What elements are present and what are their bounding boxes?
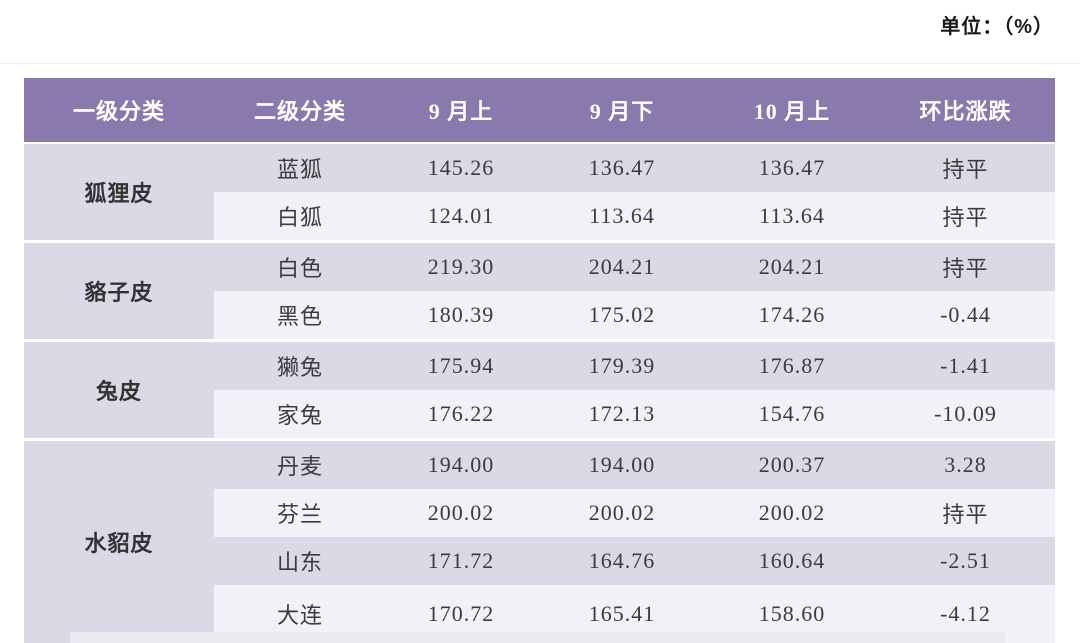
category-cell: 兔皮 bbox=[24, 339, 214, 438]
table-body: 狐狸皮 蓝狐 145.26 136.47 136.47 持平 白狐 124.01 113.64 1… bbox=[24, 144, 1055, 643]
subcategory-cell: 蓝狐 bbox=[214, 144, 386, 192]
value-cell: 113.64 bbox=[708, 192, 876, 240]
category-cell: 水貂皮 bbox=[24, 438, 214, 643]
value-cell: 194.00 bbox=[536, 438, 708, 489]
table-row: 黑色 180.39 175.02 174.26 -0.44 bbox=[24, 291, 1055, 339]
value-cell: 176.22 bbox=[386, 390, 536, 438]
subcategory-cell: 白色 bbox=[214, 240, 386, 291]
header-cell: 9 月上 bbox=[386, 78, 536, 144]
change-cell: -1.41 bbox=[876, 339, 1055, 390]
subcategory-cell: 丹麦 bbox=[214, 438, 386, 489]
value-cell: 145.26 bbox=[386, 144, 536, 192]
category-cell: 狐狸皮 bbox=[24, 144, 214, 240]
subcategory-cell: 山东 bbox=[214, 537, 386, 585]
value-cell: 175.02 bbox=[536, 291, 708, 339]
table-row: 兔皮 獭兔 175.94 179.39 176.87 -1.41 bbox=[24, 339, 1055, 438]
value-cell: 160.64 bbox=[708, 537, 876, 585]
change-cell: -2.51 bbox=[876, 537, 1055, 585]
value-cell: 124.01 bbox=[386, 192, 536, 240]
value-cell: 136.47 bbox=[708, 144, 876, 192]
table-row: 水貂皮 丹麦 194.00 194.00 200.37 3.28 bbox=[24, 438, 1055, 643]
subcategory-cell: 獭兔 bbox=[214, 339, 386, 390]
table-row: 山东 171.72 164.76 160.64 -2.51 bbox=[24, 537, 1055, 585]
change-cell: 持平 bbox=[876, 144, 1055, 192]
table-row: 芬兰 200.02 200.02 200.02 持平 bbox=[24, 489, 1055, 537]
value-cell: 219.30 bbox=[386, 240, 536, 291]
change-cell: 3.28 bbox=[876, 438, 1055, 489]
value-cell: 175.94 bbox=[386, 339, 536, 390]
subcategory-cell: 白狐 bbox=[214, 192, 386, 240]
header-cell: 9 月下 bbox=[536, 78, 708, 144]
subcategory-cell: 芬兰 bbox=[214, 489, 386, 537]
value-cell: 194.00 bbox=[386, 438, 536, 489]
value-cell: 154.76 bbox=[708, 390, 876, 438]
value-cell: 174.26 bbox=[708, 291, 876, 339]
value-cell: 200.02 bbox=[536, 489, 708, 537]
change-cell: -10.09 bbox=[876, 390, 1055, 438]
value-cell: 200.37 bbox=[708, 438, 876, 489]
value-cell: 164.76 bbox=[536, 537, 708, 585]
change-cell: 持平 bbox=[876, 192, 1055, 240]
header-cell: 一级分类 bbox=[24, 78, 214, 144]
value-cell: 171.72 bbox=[386, 537, 536, 585]
price-table: 一级分类 二级分类 9 月上 9 月下 10 月上 环比涨跌 狐狸皮 蓝狐 145.26 136… bbox=[24, 78, 1055, 643]
table-header: 一级分类 二级分类 9 月上 9 月下 10 月上 环比涨跌 bbox=[24, 78, 1055, 144]
value-cell: 179.39 bbox=[536, 339, 708, 390]
value-cell: 172.13 bbox=[536, 390, 708, 438]
header-cell: 二级分类 bbox=[214, 78, 386, 144]
table-row: 貉子皮 白色 219.30 204.21 204.21 持平 bbox=[24, 240, 1055, 339]
value-cell: 204.21 bbox=[536, 240, 708, 291]
table-row: 家兔 176.22 172.13 154.76 -10.09 bbox=[24, 390, 1055, 438]
header-row: 一级分类 二级分类 9 月上 9 月下 10 月上 环比涨跌 bbox=[24, 78, 1055, 144]
header-cell: 环比涨跌 bbox=[876, 78, 1055, 144]
value-cell: 136.47 bbox=[536, 144, 708, 192]
change-cell: -0.44 bbox=[876, 291, 1055, 339]
header-cell: 10 月上 bbox=[708, 78, 876, 144]
change-cell: 持平 bbox=[876, 489, 1055, 537]
table-row: 白狐 124.01 113.64 113.64 持平 bbox=[24, 192, 1055, 240]
category-cell: 貉子皮 bbox=[24, 240, 214, 339]
subcategory-cell: 家兔 bbox=[214, 390, 386, 438]
table-row: 狐狸皮 蓝狐 145.26 136.47 136.47 持平 bbox=[24, 144, 1055, 240]
value-cell: 200.02 bbox=[708, 489, 876, 537]
change-cell: 持平 bbox=[876, 240, 1055, 291]
unit-label: 单位：（%） bbox=[940, 16, 1054, 38]
bottom-strip bbox=[70, 632, 1005, 643]
value-cell: 200.02 bbox=[386, 489, 536, 537]
top-divider bbox=[0, 63, 1080, 64]
value-cell: 176.87 bbox=[708, 339, 876, 390]
value-cell: 113.64 bbox=[536, 192, 708, 240]
value-cell: 204.21 bbox=[708, 240, 876, 291]
value-cell: 180.39 bbox=[386, 291, 536, 339]
subcategory-cell: 黑色 bbox=[214, 291, 386, 339]
